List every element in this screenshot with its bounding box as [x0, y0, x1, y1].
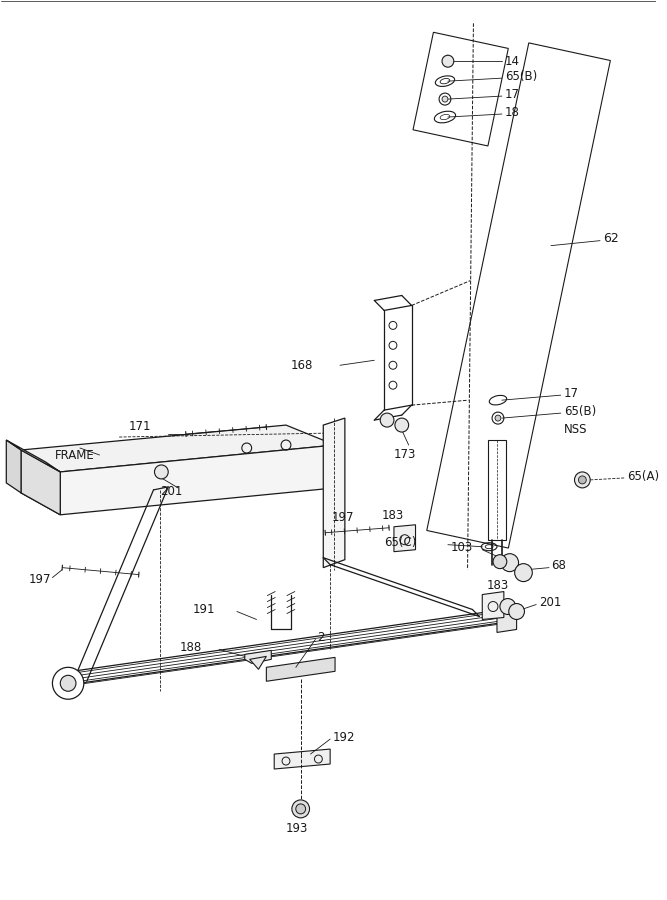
Text: 201: 201: [539, 596, 562, 609]
Polygon shape: [266, 657, 335, 681]
Text: 103: 103: [451, 541, 473, 554]
Text: 18: 18: [505, 105, 520, 119]
Circle shape: [574, 472, 590, 488]
Circle shape: [500, 598, 516, 615]
Polygon shape: [394, 525, 416, 552]
Polygon shape: [245, 651, 271, 663]
Circle shape: [509, 604, 524, 619]
Text: 168: 168: [291, 359, 313, 372]
Text: 65(B): 65(B): [564, 405, 596, 418]
Polygon shape: [21, 425, 335, 472]
Text: NSS: NSS: [564, 423, 587, 436]
Circle shape: [578, 476, 586, 484]
Circle shape: [493, 554, 507, 569]
Polygon shape: [21, 450, 60, 515]
Polygon shape: [21, 450, 60, 515]
Text: 65(A): 65(A): [628, 471, 660, 483]
Text: 197: 197: [332, 511, 355, 525]
Text: 192: 192: [333, 731, 356, 743]
Text: 62: 62: [603, 232, 619, 245]
Circle shape: [501, 554, 518, 572]
Text: 188: 188: [180, 641, 202, 654]
Text: 2: 2: [317, 631, 325, 644]
Polygon shape: [6, 440, 60, 472]
Circle shape: [292, 800, 309, 818]
Polygon shape: [488, 440, 506, 540]
Circle shape: [442, 96, 448, 102]
Circle shape: [60, 675, 76, 691]
Text: 17: 17: [505, 87, 520, 101]
Polygon shape: [413, 32, 508, 146]
Text: 201: 201: [160, 485, 183, 499]
Polygon shape: [6, 440, 21, 493]
Circle shape: [395, 418, 409, 432]
Polygon shape: [323, 418, 345, 568]
Polygon shape: [427, 43, 610, 548]
Text: 65(B): 65(B): [505, 69, 537, 83]
Text: 183: 183: [487, 579, 510, 592]
Text: 171: 171: [129, 419, 151, 433]
Polygon shape: [249, 656, 266, 670]
Circle shape: [53, 667, 84, 699]
Circle shape: [380, 413, 394, 428]
Text: 68: 68: [551, 559, 566, 572]
Polygon shape: [497, 605, 517, 633]
Text: 183: 183: [382, 509, 404, 522]
Text: 173: 173: [394, 448, 416, 462]
Text: 17: 17: [564, 387, 579, 400]
Circle shape: [495, 415, 501, 421]
Text: 191: 191: [193, 603, 215, 616]
Polygon shape: [274, 749, 330, 769]
Polygon shape: [482, 591, 504, 619]
Text: FRAME: FRAME: [55, 449, 95, 463]
Polygon shape: [60, 445, 335, 515]
Circle shape: [295, 804, 305, 814]
Circle shape: [515, 563, 532, 581]
Text: 193: 193: [286, 823, 308, 835]
Circle shape: [155, 465, 168, 479]
Text: 197: 197: [29, 573, 51, 586]
Text: 65(C): 65(C): [384, 536, 416, 549]
Text: 14: 14: [505, 55, 520, 68]
Circle shape: [442, 55, 454, 68]
